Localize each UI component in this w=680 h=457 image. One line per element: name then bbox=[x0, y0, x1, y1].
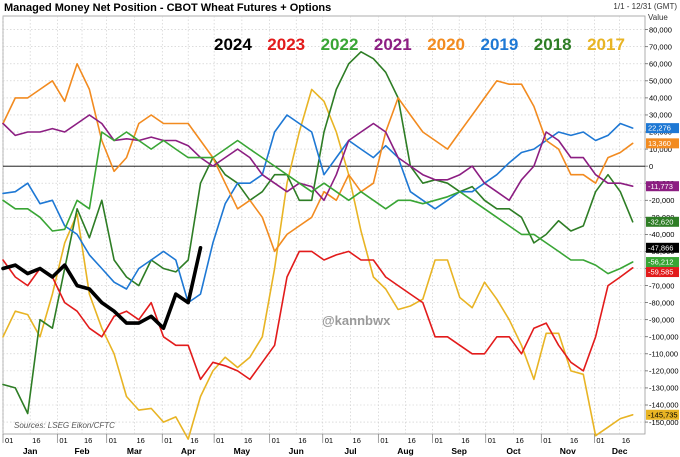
y-tick-label: -110,000 bbox=[649, 350, 678, 359]
x-day-label: 01 bbox=[59, 436, 67, 445]
x-day-label: 01 bbox=[435, 436, 443, 445]
x-month-label: Feb bbox=[74, 446, 89, 456]
x-month-label: Jan bbox=[23, 446, 38, 456]
x-day-label: 16 bbox=[32, 436, 40, 445]
x-day-label: 16 bbox=[461, 436, 469, 445]
x-day-label: 01 bbox=[325, 436, 333, 445]
x-day-label: 16 bbox=[570, 436, 578, 445]
svg-text:-145,735: -145,735 bbox=[648, 410, 678, 419]
watermark: @kannbwx bbox=[322, 313, 391, 328]
x-day-label: 16 bbox=[298, 436, 306, 445]
y-axis-caption: Value bbox=[648, 13, 668, 22]
svg-text:-32,620: -32,620 bbox=[648, 217, 673, 226]
last-value-tag-2022: -56,212 bbox=[646, 257, 679, 268]
x-day-label: 01 bbox=[109, 436, 117, 445]
legend-item-2022: 2022 bbox=[321, 35, 359, 54]
y-tick-label: 10,000 bbox=[649, 145, 672, 154]
series-line-2018 bbox=[2, 50, 634, 415]
series-line-2019 bbox=[2, 114, 634, 304]
legend-item-2018: 2018 bbox=[534, 35, 572, 54]
x-day-label: 16 bbox=[516, 436, 524, 445]
svg-text:-11,773: -11,773 bbox=[648, 182, 673, 191]
x-month-label: Dec bbox=[612, 446, 628, 456]
x-day-label: 01 bbox=[272, 436, 280, 445]
legend-item-2021: 2021 bbox=[374, 35, 412, 54]
y-tick-label: -100,000 bbox=[649, 332, 679, 341]
series-lines bbox=[1, 50, 634, 440]
legend-item-2024: 2024 bbox=[214, 35, 252, 54]
date-range-label: 1/1 - 12/31 (GMT) bbox=[613, 2, 677, 11]
y-tick-label: -40,000 bbox=[649, 230, 674, 239]
x-day-label: 01 bbox=[488, 436, 496, 445]
x-day-label: 01 bbox=[543, 436, 551, 445]
x-day-label: 01 bbox=[5, 436, 13, 445]
y-tick-label: 40,000 bbox=[649, 94, 672, 103]
y-tick-label: 50,000 bbox=[649, 77, 672, 86]
y-tick-label: 70,000 bbox=[649, 42, 672, 51]
y-tick-label: 60,000 bbox=[649, 59, 672, 68]
series-line-2023 bbox=[2, 250, 634, 381]
y-tick-label: 80,000 bbox=[649, 25, 672, 34]
chart-title: Managed Money Net Position - CBOT Wheat … bbox=[4, 2, 331, 14]
last-value-tag-2023: -59,585 bbox=[646, 267, 679, 278]
series-line-2024 bbox=[1, 246, 203, 331]
x-month-label: Sep bbox=[451, 446, 467, 456]
svg-text:-47,866: -47,866 bbox=[648, 243, 673, 252]
last-value-tag-2017: -145,735 bbox=[646, 409, 679, 420]
x-day-label: 01 bbox=[380, 436, 388, 445]
svg-text:22,276: 22,276 bbox=[648, 124, 671, 133]
x-day-label: 01 bbox=[164, 436, 172, 445]
y-tick-label: 0 bbox=[649, 162, 653, 171]
x-month-label: Mar bbox=[127, 446, 143, 456]
svg-text:-56,212: -56,212 bbox=[648, 258, 673, 267]
x-day-label: 16 bbox=[244, 436, 252, 445]
y-tick-label: -90,000 bbox=[649, 315, 674, 324]
last-value-tag-2018: -32,620 bbox=[646, 216, 679, 227]
last-value-tag-2020: 13,360 bbox=[646, 138, 679, 149]
series-line-2017 bbox=[2, 88, 634, 440]
legend-item-2023: 2023 bbox=[267, 35, 305, 54]
y-tick-label: -70,000 bbox=[649, 281, 674, 290]
last-value-tags: 22,276 13,360 -11,773 -32,620 -47,866 -56,212… bbox=[646, 123, 679, 420]
x-day-label: 16 bbox=[622, 436, 630, 445]
x-month-label: Nov bbox=[560, 446, 576, 456]
plot-frame bbox=[2, 15, 646, 435]
x-month-label: Jul bbox=[344, 446, 356, 456]
x-day-label: 16 bbox=[407, 436, 415, 445]
x-month-label: Apr bbox=[181, 446, 196, 456]
last-value-tag-2021: -11,773 bbox=[646, 181, 679, 192]
source-note: Sources: LSEG Eikon/CFTC bbox=[14, 421, 115, 430]
x-day-label: 16 bbox=[136, 436, 144, 445]
y-tick-label: -130,000 bbox=[649, 384, 679, 393]
legend: 2024 2023 2022 2021 2020 2019 2018 2017 bbox=[214, 35, 625, 54]
x-month-label: May bbox=[234, 446, 251, 456]
y-tick-label: -120,000 bbox=[649, 367, 679, 376]
last-value-tag-2019: 22,276 bbox=[646, 123, 679, 134]
svg-text:-59,585: -59,585 bbox=[648, 268, 673, 277]
x-day-label: 16 bbox=[353, 436, 361, 445]
y-tick-label: -80,000 bbox=[649, 298, 674, 307]
x-day-label: 01 bbox=[216, 436, 224, 445]
y-tick-label: -140,000 bbox=[649, 401, 679, 410]
y-tick-label: -150,000 bbox=[649, 418, 679, 427]
x-month-label: Oct bbox=[506, 446, 520, 456]
last-value-tag-2024: -47,866 bbox=[646, 242, 679, 253]
y-tick-label: -20,000 bbox=[649, 196, 674, 205]
series-line-2020 bbox=[2, 62, 634, 253]
legend-item-2020: 2020 bbox=[427, 35, 465, 54]
x-month-label: Jun bbox=[289, 446, 304, 456]
legend-item-2019: 2019 bbox=[481, 35, 519, 54]
y-tick-label: 30,000 bbox=[649, 111, 672, 120]
series-line-2022 bbox=[2, 131, 634, 275]
x-month-label: Aug bbox=[397, 446, 414, 456]
series-line-2021 bbox=[2, 114, 634, 202]
x-day-label: 16 bbox=[84, 436, 92, 445]
legend-item-2017: 2017 bbox=[587, 35, 625, 54]
x-day-label: 01 bbox=[596, 436, 604, 445]
x-day-label: 16 bbox=[190, 436, 198, 445]
svg-text:13,360: 13,360 bbox=[648, 139, 671, 148]
